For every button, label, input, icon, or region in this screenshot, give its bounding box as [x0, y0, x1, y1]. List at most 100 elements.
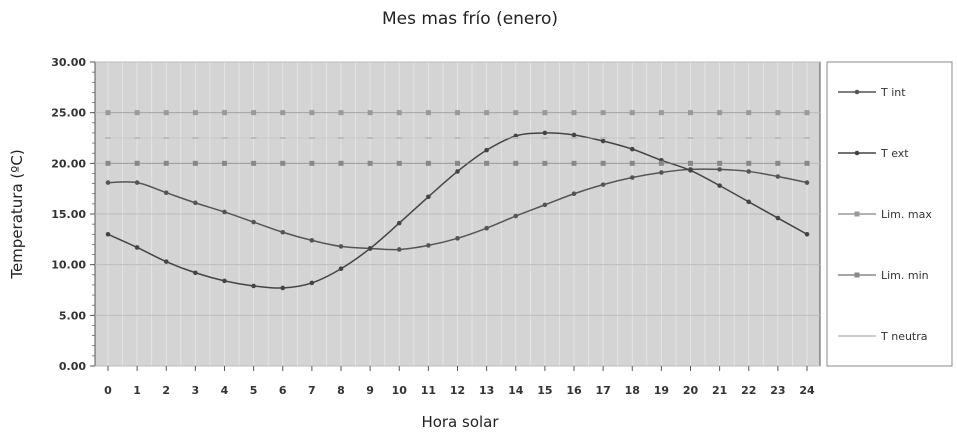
x-tick-label: 8	[337, 384, 345, 397]
data-point-lim-max	[192, 110, 198, 116]
data-point-t-ext	[309, 280, 315, 286]
data-point-lim-min	[484, 160, 490, 166]
data-point-lim-max	[775, 110, 781, 116]
data-point-lim-max	[629, 110, 635, 116]
legend-label-t-neutra: T neutra	[880, 330, 928, 343]
data-point-lim-min	[134, 160, 140, 166]
data-point-t-int	[426, 243, 431, 248]
data-point-t-ext	[163, 259, 169, 264]
data-point-t-ext	[688, 168, 693, 173]
legend-label-t-int: T int	[880, 86, 906, 99]
data-point-t-ext	[193, 270, 198, 276]
data-point-t-int	[280, 229, 286, 235]
legend-label-t-ext: T ext	[880, 147, 909, 160]
data-point-lim-max	[396, 110, 402, 116]
y-tick-label: 5.00	[59, 309, 86, 322]
y-axis-title: Temperatura (ºC)	[8, 149, 26, 279]
data-point-t-ext	[571, 132, 577, 138]
data-point-lim-min	[629, 160, 635, 166]
chart-title: Mes mas frío (enero)	[382, 9, 558, 29]
x-tick-label: 9	[366, 384, 374, 397]
data-point-lim-max	[134, 110, 140, 116]
data-point-lim-max	[600, 110, 606, 116]
y-tick-label: 25.00	[51, 107, 86, 120]
data-point-lim-min	[338, 160, 344, 166]
data-point-lim-max	[251, 110, 257, 116]
series-lim-max	[105, 110, 810, 116]
data-point-t-ext	[629, 146, 635, 152]
data-point-lim-min	[309, 160, 315, 166]
data-point-lim-min	[513, 160, 519, 166]
data-point-lim-max	[163, 110, 169, 116]
x-tick-label: 10	[392, 384, 408, 397]
data-point-t-int	[484, 225, 489, 231]
data-point-t-ext	[338, 266, 344, 272]
data-point-lim-min	[455, 160, 460, 166]
data-point-lim-min	[717, 160, 723, 166]
data-point-lim-max	[542, 110, 548, 116]
data-point-lim-max	[425, 110, 431, 116]
legend-marker-lim-min	[854, 272, 860, 278]
legend-marker-t-int	[854, 89, 860, 95]
series-t-ext	[105, 130, 810, 291]
y-tick-label: 15.00	[51, 208, 86, 221]
data-point-lim-min	[688, 160, 693, 166]
x-tick-label: 13	[479, 384, 494, 397]
data-point-t-int	[717, 167, 722, 172]
x-tick-label: 20	[683, 384, 699, 397]
data-point-lim-min	[658, 160, 664, 166]
x-tick-label: 21	[712, 384, 727, 397]
x-tick-label: 19	[654, 384, 669, 397]
data-point-t-int	[309, 238, 315, 243]
data-point-lim-max	[367, 110, 373, 116]
data-point-t-int	[629, 175, 635, 180]
data-point-t-int	[455, 236, 460, 241]
data-point-lim-max	[338, 110, 344, 116]
y-tick-label: 20.00	[51, 157, 86, 170]
data-point-lim-min	[775, 160, 781, 166]
data-point-lim-max	[222, 110, 227, 116]
x-tick-label: 3	[192, 384, 200, 397]
x-tick-label: 24	[799, 384, 815, 397]
x-tick-label: 11	[421, 384, 436, 397]
data-point-lim-min	[600, 160, 606, 166]
data-point-t-ext	[280, 285, 286, 291]
data-point-t-int	[804, 180, 810, 185]
data-point-lim-max	[280, 110, 286, 116]
data-point-t-int	[659, 170, 664, 175]
data-point-lim-min	[425, 160, 431, 166]
data-point-lim-min	[542, 160, 548, 166]
data-point-t-ext	[426, 194, 431, 200]
data-point-t-int	[193, 200, 198, 206]
data-point-t-int	[513, 213, 519, 219]
data-point-t-ext	[105, 231, 111, 237]
data-point-lim-min	[804, 160, 810, 166]
y-tick-label: 10.00	[51, 259, 86, 272]
x-tick-label: 18	[625, 384, 640, 397]
data-point-t-int	[105, 180, 111, 185]
data-point-t-int	[163, 190, 169, 196]
legend: T int T ext Lim. max Lim. min T neutra	[826, 61, 953, 367]
data-point-t-int	[600, 182, 606, 187]
data-point-t-ext	[717, 183, 722, 188]
x-tick-label: 5	[250, 384, 258, 397]
data-point-t-ext	[542, 130, 548, 136]
data-point-lim-min	[280, 160, 286, 166]
x-tick-label: 14	[508, 384, 524, 397]
data-point-lim-max	[455, 110, 460, 116]
data-point-t-ext	[455, 169, 460, 174]
y-tick-label: 0.00	[59, 360, 86, 373]
x-tick-label: 17	[595, 384, 610, 397]
data-point-lim-max	[571, 110, 577, 116]
data-point-lim-min	[367, 160, 373, 166]
data-point-t-ext	[251, 283, 256, 289]
data-point-t-int	[571, 191, 577, 197]
data-point-lim-min	[746, 160, 752, 166]
data-point-t-int	[396, 247, 402, 252]
data-point-t-ext	[367, 246, 373, 251]
data-point-t-int	[746, 169, 752, 174]
data-point-t-int	[222, 209, 227, 215]
data-point-t-ext	[484, 147, 489, 153]
data-point-lim-max	[717, 110, 723, 116]
